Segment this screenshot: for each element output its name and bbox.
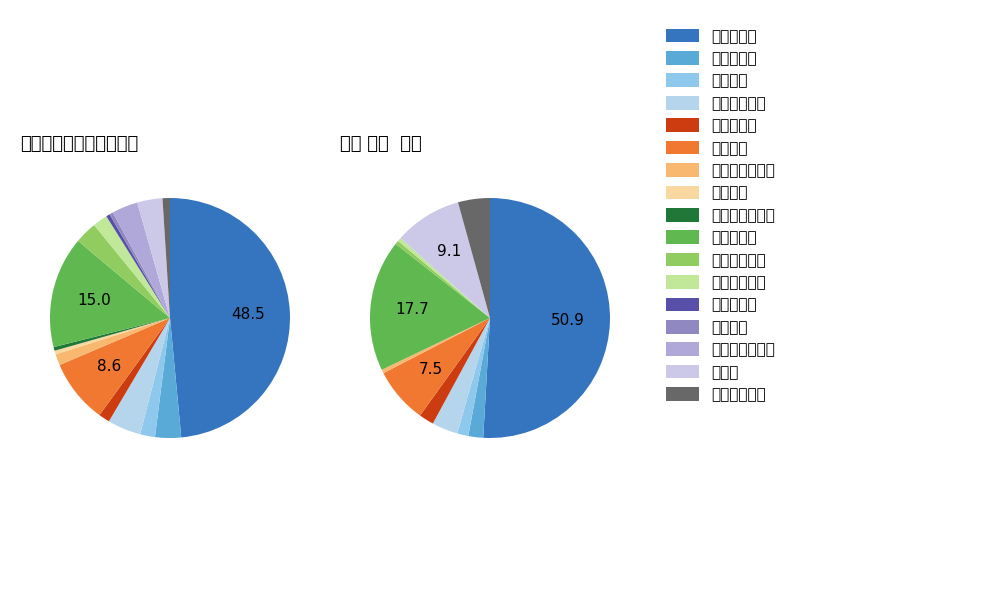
Text: 7.5: 7.5	[419, 362, 443, 377]
Wedge shape	[94, 216, 170, 318]
Text: パ・リーグ全プレイヤー: パ・リーグ全プレイヤー	[20, 134, 138, 152]
Wedge shape	[420, 318, 490, 424]
Text: 50.9: 50.9	[551, 313, 585, 328]
Text: 48.5: 48.5	[231, 307, 265, 322]
Wedge shape	[468, 318, 490, 438]
Wedge shape	[457, 318, 490, 436]
Wedge shape	[396, 241, 490, 318]
Wedge shape	[370, 244, 490, 370]
Wedge shape	[400, 202, 490, 318]
Wedge shape	[56, 318, 170, 365]
Wedge shape	[113, 203, 170, 318]
Wedge shape	[60, 318, 170, 415]
Wedge shape	[483, 198, 610, 438]
Text: 15.0: 15.0	[77, 293, 111, 308]
Text: 17.7: 17.7	[396, 302, 429, 317]
Wedge shape	[382, 318, 490, 373]
Wedge shape	[170, 198, 290, 437]
Wedge shape	[50, 241, 170, 347]
Wedge shape	[398, 238, 490, 318]
Wedge shape	[155, 318, 181, 438]
Wedge shape	[458, 198, 490, 318]
Wedge shape	[137, 198, 170, 318]
Wedge shape	[106, 214, 170, 318]
Text: 8.6: 8.6	[97, 359, 121, 374]
Text: 辰己 涼介  選手: 辰己 涼介 選手	[340, 134, 422, 152]
Wedge shape	[162, 198, 170, 318]
Wedge shape	[54, 318, 170, 351]
Wedge shape	[110, 212, 170, 318]
Wedge shape	[55, 318, 170, 355]
Wedge shape	[99, 318, 170, 421]
Wedge shape	[78, 225, 170, 318]
Wedge shape	[383, 318, 490, 416]
Wedge shape	[140, 318, 170, 437]
Wedge shape	[109, 318, 170, 434]
Wedge shape	[433, 318, 490, 433]
Legend: ストレート, ツーシーム, シュート, カットボール, スプリット, フォーク, チェンジアップ, シンカー, 高速スライダー, スライダー, 縦スライダー, : ストレート, ツーシーム, シュート, カットボール, スプリット, フォーク,…	[663, 26, 778, 405]
Text: 9.1: 9.1	[437, 244, 461, 259]
